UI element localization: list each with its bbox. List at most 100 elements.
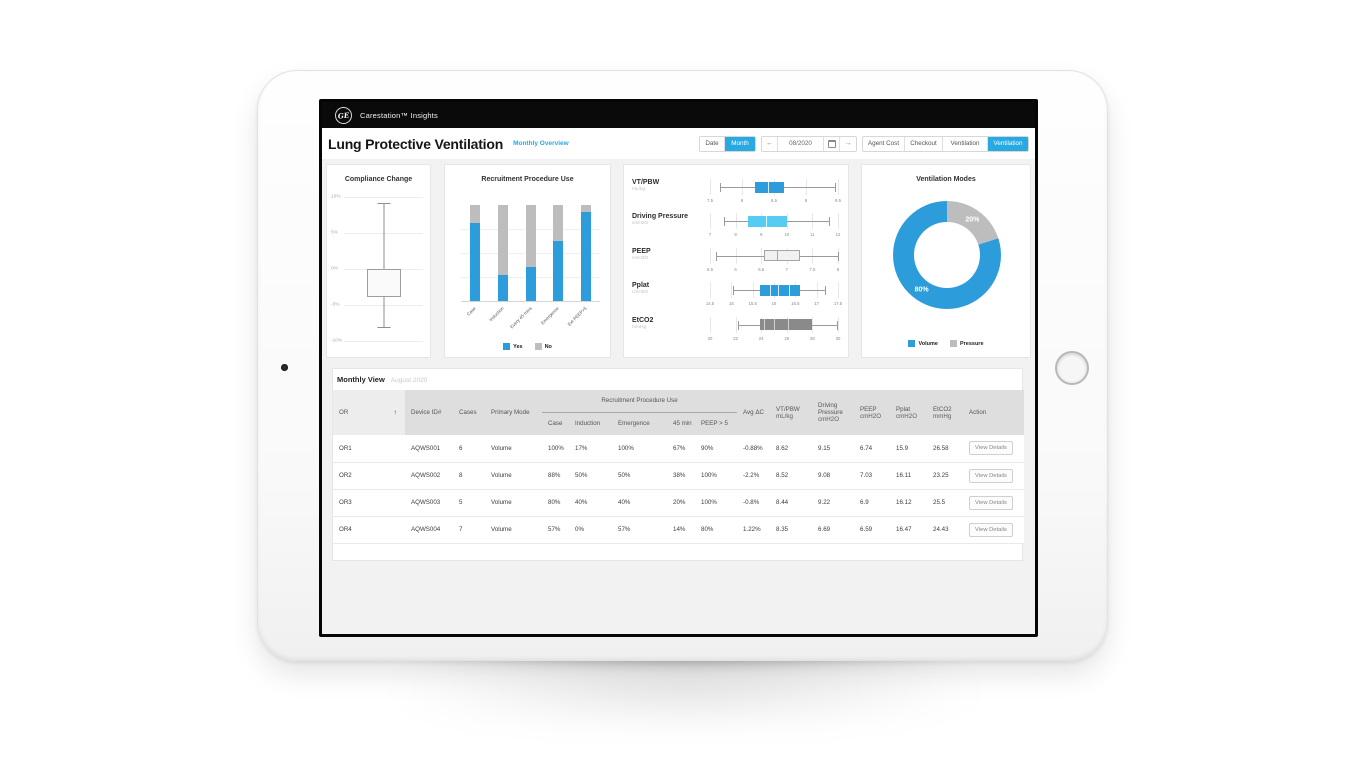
x-axis-tick-label: 15.5: [748, 301, 757, 307]
cell-primary-mode: Volume: [485, 516, 542, 544]
cell-primary-mode: Volume: [485, 489, 542, 517]
cell-etco2: 26.58: [927, 435, 964, 463]
bar-segment-no: [581, 205, 592, 212]
column-header-etco2: EtCO2 mmHg: [927, 390, 964, 435]
sort-ascending-icon[interactable]: ↑: [393, 409, 398, 416]
column-header-or: OR ↑: [333, 390, 405, 435]
cell-or: OR2: [333, 462, 405, 490]
boxplot: 5.5 6 6.5 7 7.5 8: [707, 246, 839, 276]
boxplot: 7.5 8 8.5 9 9.5: [707, 177, 841, 207]
cell-driving-pressure: 9.08: [812, 462, 855, 490]
legend-item: Yes: [503, 343, 523, 350]
cell-peep: 6.59: [854, 516, 891, 544]
x-axis-tick-label: 8: [734, 232, 737, 238]
cell-avg-dc: -0.8%: [737, 489, 771, 517]
gridline: [731, 282, 733, 299]
bar-chart-legend: Yes No: [445, 343, 610, 350]
next-month-button[interactable]: →: [840, 136, 856, 151]
box: [763, 250, 800, 262]
median-line: [766, 215, 768, 227]
boxplot: 14.5 15 15.5 16 16.5 17 17.5: [706, 280, 842, 310]
gridline: [838, 213, 839, 230]
month-toggle-button[interactable]: Month: [725, 136, 755, 151]
legend-swatch: [503, 343, 511, 350]
x-axis-tick-label: 10: [784, 232, 790, 238]
box: [754, 181, 784, 193]
cell-case: 80%: [542, 489, 569, 517]
cell-driving-pressure: 9.22: [812, 489, 855, 517]
boxplot: 20 22 24 26 28 30: [708, 315, 841, 345]
cell-etco2: 24.43: [927, 516, 964, 544]
cell-peep5: 90%: [695, 435, 738, 463]
toolbar: Date Month ← 08/2020 → Agent Cost Checko…: [699, 135, 1029, 152]
date-value-field[interactable]: 08/2020: [778, 136, 824, 151]
column-header-action: Action: [963, 390, 1025, 435]
tablet-shadow: [215, 648, 1155, 748]
tab-ventilation-active[interactable]: Ventilation: [988, 136, 1028, 151]
recruitment-bar-chart: Case Induction Every 45 mins Emergence E…: [461, 205, 600, 329]
column-group-recruitment: Recruitment Procedure Use: [542, 390, 738, 413]
date-toggle-button[interactable]: Date: [700, 136, 725, 151]
x-axis-tick-label: 24: [758, 335, 764, 341]
boxplot-row: Pplat cmH2O 14.5 15 15.5 16 16.5 17 17.5: [632, 280, 842, 314]
view-details-button[interactable]: View Details: [969, 441, 1013, 456]
prev-month-button[interactable]: ←: [762, 136, 778, 151]
x-axis-tick-label: 6.5: [758, 266, 765, 272]
x-axis-tick-label: 30: [835, 335, 841, 341]
bar-segment-no: [497, 205, 508, 276]
cell-avg-dc: -2.2%: [737, 462, 771, 490]
cell-pplat: 16.11: [890, 462, 928, 490]
cell-action: View Details: [963, 516, 1025, 544]
parameter-label: EtCO2 mmHg: [632, 317, 706, 330]
subcolumn-45min: 45 min: [667, 412, 695, 435]
tab-checkout[interactable]: Checkout: [905, 136, 943, 151]
cell-peep: 6.9: [854, 489, 891, 517]
x-axis-tick-label: 16: [771, 301, 777, 307]
legend-swatch: [908, 340, 916, 347]
monthly-view-card: Monthly View August 2020: [332, 368, 1025, 561]
tab-ventilation[interactable]: Ventilation: [943, 136, 988, 151]
whisker-cap: [724, 217, 726, 227]
whisker-cap: [733, 286, 735, 296]
gridline: [710, 316, 711, 333]
tablet-device: GE Carestation™ Insights Lung Protective…: [257, 70, 1108, 661]
bar-segment-no: [469, 205, 480, 224]
ge-logo-icon: GE: [334, 105, 353, 125]
dashboard-app: GE Carestation™ Insights Lung Protective…: [322, 102, 1035, 634]
home-button[interactable]: [1055, 351, 1089, 385]
tab-agent-cost[interactable]: Agent Cost: [863, 136, 905, 151]
calendar-button[interactable]: [824, 136, 840, 151]
x-axis-tick-label: 9.5: [835, 198, 841, 203]
cell-peep: 7.03: [854, 462, 891, 490]
whisker-cap: [838, 251, 839, 261]
gridline: [838, 282, 839, 299]
view-details-button[interactable]: View Details: [969, 495, 1013, 510]
gridline: [838, 316, 839, 333]
cell-pplat: 16.12: [890, 489, 928, 517]
boxplot-row: Driving Pressure cmH2O 7 8 9 10 11 12: [632, 211, 842, 245]
donut-slice-label: 80%: [914, 286, 929, 294]
table-row: OR2 AQWS002 8 Volume 88% 50% 50% 38% 100…: [333, 462, 1025, 490]
table-subtitle: August 2020: [390, 377, 428, 384]
monthly-overview-link[interactable]: Monthly Overview: [513, 140, 569, 147]
x-axis-category-label: Induction: [488, 305, 505, 323]
app-header-bar: GE Carestation™ Insights: [322, 102, 1035, 128]
bar-segment-yes: [525, 267, 536, 301]
cell-emergence: 50%: [612, 462, 667, 490]
page-title: Lung Protective Ventilation: [328, 135, 504, 152]
bar-segment-yes: [581, 211, 592, 301]
ventilation-modes-donut: 20% 80%: [893, 201, 1001, 309]
median-line: [776, 250, 778, 262]
column-header-primary-mode: Primary Mode: [485, 390, 542, 435]
view-details-button[interactable]: View Details: [969, 522, 1013, 537]
bar-segment-yes: [469, 223, 480, 301]
whisker-cap: [738, 320, 740, 330]
view-details-button[interactable]: View Details: [969, 468, 1013, 483]
cell-vtpbw: 8.35: [770, 516, 813, 544]
cell-primary-mode: Volume: [485, 435, 542, 463]
gridline: [710, 282, 711, 299]
front-camera: [281, 364, 288, 371]
legend-item: Volume: [908, 340, 938, 347]
box: [760, 284, 800, 296]
cell-cases: 5: [453, 489, 485, 517]
